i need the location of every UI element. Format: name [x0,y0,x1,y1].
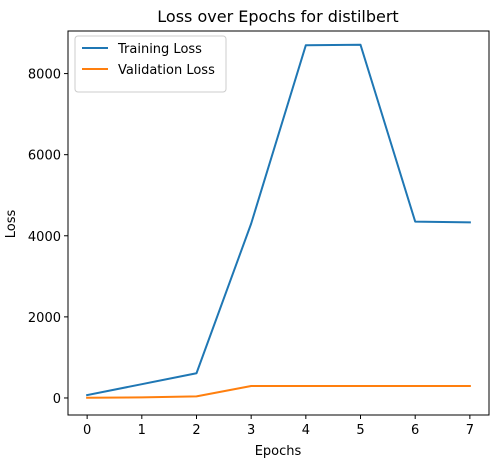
y-tick-label: 8000 [28,68,61,83]
chart-title: Loss over Epochs for distilbert [157,7,398,26]
x-tick-label: 4 [302,423,310,438]
y-axis: 0 2000 4000 6000 8000 [28,68,68,407]
x-tick-label: 3 [247,423,255,438]
x-axis: 0 1 2 3 4 5 6 7 [83,415,474,438]
x-tick-label: 6 [411,423,419,438]
y-axis-label: Loss [4,210,19,239]
y-tick-label: 2000 [28,311,61,326]
legend-box [74,35,227,93]
legend-label: Training Loss [117,42,202,57]
x-tick-label: 2 [192,423,200,438]
x-tick-label: 1 [138,423,146,438]
x-tick-label: 7 [466,423,474,438]
y-tick-label: 0 [53,392,61,407]
y-tick-label: 6000 [28,149,61,164]
series-line-training-loss [85,43,471,397]
plot-frame [67,30,490,416]
plot-area [67,30,490,416]
legend-label: Validation Loss [118,63,215,78]
x-tick-label: 5 [356,423,364,438]
legend: Training Loss Validation Loss [74,35,227,93]
x-tick-label: 0 [83,423,91,438]
x-axis-label: Epochs [255,444,302,459]
series-line-validation-loss [86,385,471,399]
y-tick-label: 4000 [28,230,61,245]
